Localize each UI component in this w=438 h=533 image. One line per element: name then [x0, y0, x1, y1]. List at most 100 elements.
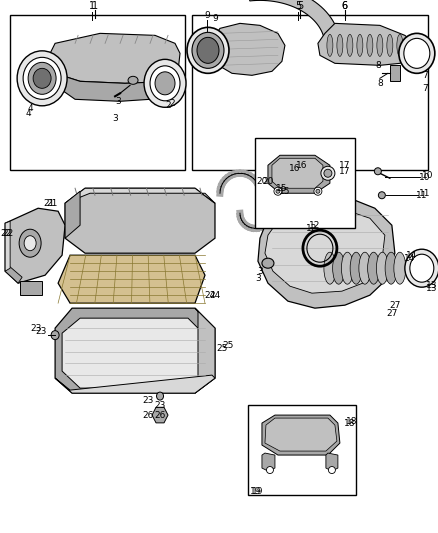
- Ellipse shape: [316, 189, 320, 193]
- Ellipse shape: [144, 59, 186, 107]
- Ellipse shape: [397, 34, 403, 56]
- Text: 9: 9: [212, 14, 218, 23]
- Ellipse shape: [328, 466, 336, 473]
- Polygon shape: [152, 407, 168, 423]
- Text: 8: 8: [375, 61, 381, 70]
- Ellipse shape: [17, 51, 67, 106]
- Text: 16: 16: [296, 161, 307, 170]
- Text: 3: 3: [112, 114, 118, 123]
- Text: 25: 25: [216, 344, 228, 353]
- Polygon shape: [5, 265, 22, 283]
- Ellipse shape: [337, 34, 343, 56]
- Text: 17: 17: [339, 161, 351, 170]
- Polygon shape: [65, 188, 215, 253]
- Ellipse shape: [23, 58, 61, 99]
- Ellipse shape: [378, 192, 385, 199]
- Polygon shape: [268, 155, 330, 193]
- Ellipse shape: [324, 252, 336, 284]
- Ellipse shape: [19, 229, 41, 257]
- Ellipse shape: [405, 249, 438, 287]
- Polygon shape: [5, 208, 65, 283]
- Ellipse shape: [192, 33, 224, 68]
- Polygon shape: [247, 0, 339, 38]
- Text: 26: 26: [154, 410, 166, 419]
- Text: 2: 2: [165, 101, 171, 110]
- Text: 5: 5: [297, 2, 303, 11]
- Ellipse shape: [387, 34, 393, 56]
- Polygon shape: [55, 308, 215, 393]
- Ellipse shape: [385, 252, 397, 284]
- Ellipse shape: [324, 169, 332, 177]
- Bar: [192, 15, 428, 170]
- Text: 13: 13: [426, 281, 438, 289]
- Text: 27: 27: [389, 301, 400, 310]
- Ellipse shape: [156, 392, 163, 400]
- Text: 4: 4: [25, 109, 31, 118]
- Polygon shape: [210, 23, 285, 75]
- Text: 23: 23: [142, 395, 154, 405]
- Text: 23: 23: [31, 324, 42, 333]
- Text: 4: 4: [27, 104, 33, 113]
- Ellipse shape: [327, 34, 333, 56]
- Text: 15: 15: [279, 187, 291, 196]
- Polygon shape: [265, 418, 337, 451]
- Text: 1: 1: [92, 2, 98, 11]
- Ellipse shape: [394, 252, 406, 284]
- Ellipse shape: [197, 37, 219, 63]
- Ellipse shape: [374, 168, 381, 175]
- Ellipse shape: [377, 34, 383, 56]
- Text: 6: 6: [342, 2, 348, 11]
- Polygon shape: [55, 375, 215, 393]
- Ellipse shape: [350, 252, 362, 284]
- Polygon shape: [290, 188, 335, 198]
- Text: 19: 19: [250, 487, 262, 496]
- Ellipse shape: [357, 34, 363, 56]
- Text: 11: 11: [419, 189, 431, 198]
- Polygon shape: [265, 208, 385, 293]
- Text: 18: 18: [344, 418, 356, 427]
- Text: 11: 11: [416, 191, 427, 200]
- Ellipse shape: [187, 27, 229, 74]
- Text: 1: 1: [89, 2, 95, 11]
- Text: 24: 24: [209, 290, 221, 300]
- Polygon shape: [318, 23, 415, 66]
- Ellipse shape: [367, 34, 373, 56]
- Text: 22: 22: [2, 229, 14, 238]
- Ellipse shape: [274, 187, 282, 195]
- Text: 20: 20: [262, 177, 274, 186]
- Polygon shape: [262, 453, 275, 471]
- Polygon shape: [258, 198, 395, 308]
- Text: 10: 10: [422, 171, 434, 180]
- Ellipse shape: [266, 466, 273, 473]
- Text: 26: 26: [142, 410, 154, 419]
- Text: 12: 12: [306, 224, 318, 233]
- Polygon shape: [58, 255, 205, 303]
- Ellipse shape: [359, 252, 371, 284]
- Text: 17: 17: [339, 167, 351, 176]
- Text: 8: 8: [377, 79, 383, 88]
- Ellipse shape: [314, 187, 322, 195]
- Ellipse shape: [128, 76, 138, 84]
- Text: 23: 23: [154, 401, 166, 409]
- Ellipse shape: [341, 252, 353, 284]
- Ellipse shape: [51, 330, 59, 340]
- Ellipse shape: [24, 236, 36, 251]
- Text: 3: 3: [115, 97, 121, 106]
- Polygon shape: [5, 221, 10, 271]
- Bar: [390, 66, 400, 82]
- Text: 10: 10: [419, 173, 431, 182]
- Polygon shape: [195, 308, 215, 393]
- Polygon shape: [65, 188, 215, 203]
- Text: 9: 9: [204, 11, 210, 20]
- Text: 15: 15: [276, 184, 288, 193]
- Text: 16: 16: [289, 164, 300, 173]
- Polygon shape: [62, 318, 205, 388]
- Polygon shape: [272, 158, 323, 188]
- Bar: [255, 138, 355, 228]
- Text: 12: 12: [309, 221, 321, 230]
- Ellipse shape: [376, 252, 389, 284]
- Ellipse shape: [347, 34, 353, 56]
- Text: 21: 21: [44, 199, 55, 208]
- Text: 14: 14: [406, 251, 417, 260]
- Ellipse shape: [399, 34, 435, 74]
